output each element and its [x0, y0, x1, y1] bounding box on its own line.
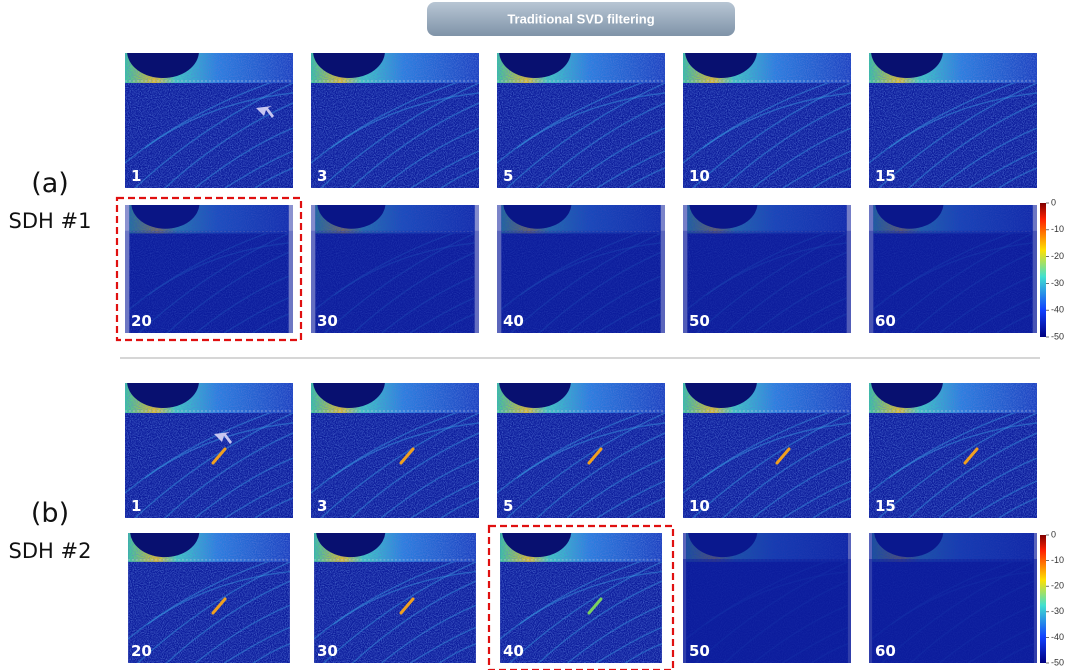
- colorbar-tick-label: -10: [1051, 224, 1064, 234]
- panel: 10: [683, 24, 851, 188]
- panel-image: [125, 24, 293, 188]
- panel-image: [869, 24, 1037, 188]
- panel: 3: [311, 354, 479, 518]
- panel: 30: [314, 505, 476, 663]
- panel-number: 30: [317, 642, 338, 660]
- colorbar-tick-label: -10: [1051, 555, 1064, 565]
- colorbar-tick-label: -50: [1051, 657, 1064, 667]
- panel: 5: [497, 24, 665, 188]
- colorbar-tick-label: -40: [1051, 632, 1064, 642]
- panel-number: 10: [689, 497, 710, 515]
- colorbar-tick-label: -20: [1051, 251, 1064, 261]
- colorbar-tick-label: -30: [1051, 606, 1064, 616]
- figure: Traditional SVD filtering (a)SDH #113510…: [0, 0, 1070, 670]
- colorbar: [1040, 203, 1046, 337]
- panel: 10: [683, 354, 851, 518]
- panel-number: 30: [317, 312, 338, 330]
- panel-fade: [683, 533, 851, 559]
- group-name: SDH #2: [9, 539, 92, 563]
- panel-fade: [869, 533, 1037, 559]
- panel: 60: [869, 178, 1037, 333]
- panel-number: 20: [131, 642, 152, 660]
- panel: 1: [125, 354, 293, 518]
- panel-image: [683, 354, 851, 518]
- colorbar-tick-label: -50: [1051, 331, 1064, 341]
- panel-number: 3: [317, 497, 327, 515]
- panel-fade: [125, 205, 293, 231]
- panel-number: 20: [131, 312, 152, 330]
- panel-image: [500, 505, 662, 663]
- panel-image: [683, 24, 851, 188]
- panel-image: [869, 354, 1037, 518]
- panel-number: 50: [689, 312, 710, 330]
- panel-number: 15: [875, 497, 896, 515]
- panel-number: 60: [875, 642, 896, 660]
- colorbar-tick-label: 0: [1051, 197, 1056, 207]
- panel-number: 60: [875, 312, 896, 330]
- panel-fade: [683, 205, 851, 231]
- panel-number: 5: [503, 497, 513, 515]
- panel-number: 40: [503, 642, 524, 660]
- panel-image: [497, 24, 665, 188]
- colorbar-tick-label: -40: [1051, 305, 1064, 315]
- panel-number: 1: [131, 167, 141, 185]
- colorbar-tick-label: 0: [1051, 529, 1056, 539]
- panel: 40: [497, 178, 665, 333]
- panel: 15: [869, 24, 1037, 188]
- panel: 5: [497, 354, 665, 518]
- panel-number: 15: [875, 167, 896, 185]
- panel: 20: [128, 505, 290, 663]
- group-name: SDH #1: [9, 209, 92, 233]
- panel-number: 40: [503, 312, 524, 330]
- panel-image: [311, 354, 479, 518]
- panel-number: 1: [131, 497, 141, 515]
- panel-image: [314, 505, 476, 663]
- panel: 50: [683, 178, 851, 333]
- panel: 30: [311, 178, 479, 333]
- panel: 50: [683, 505, 851, 663]
- colorbar-tick-label: -30: [1051, 278, 1064, 288]
- colorbar-tick-label: -20: [1051, 581, 1064, 591]
- panel-image: [311, 24, 479, 188]
- panel-number: 50: [689, 642, 710, 660]
- page: {"header": {"title": "Traditional SVD fi…: [0, 0, 1070, 670]
- panel: 40: [500, 505, 662, 663]
- panel: 15: [869, 354, 1037, 518]
- panel-number: 3: [317, 167, 327, 185]
- panel-image: [128, 505, 290, 663]
- colorbar: [1040, 535, 1046, 663]
- panel-fade: [869, 205, 1037, 231]
- panel: 1: [125, 24, 293, 188]
- panel-image: [497, 354, 665, 518]
- panel-number: 10: [689, 167, 710, 185]
- panel: 3: [311, 24, 479, 188]
- group-label: (a): [31, 168, 69, 199]
- panel-number: 5: [503, 167, 513, 185]
- group-label: (b): [31, 498, 69, 529]
- panel-fade: [497, 205, 665, 231]
- title: Traditional SVD filtering: [507, 11, 654, 26]
- panel-image: [125, 354, 293, 518]
- panel: 20: [125, 178, 293, 333]
- panel: 60: [869, 505, 1037, 663]
- panel-fade: [311, 205, 479, 231]
